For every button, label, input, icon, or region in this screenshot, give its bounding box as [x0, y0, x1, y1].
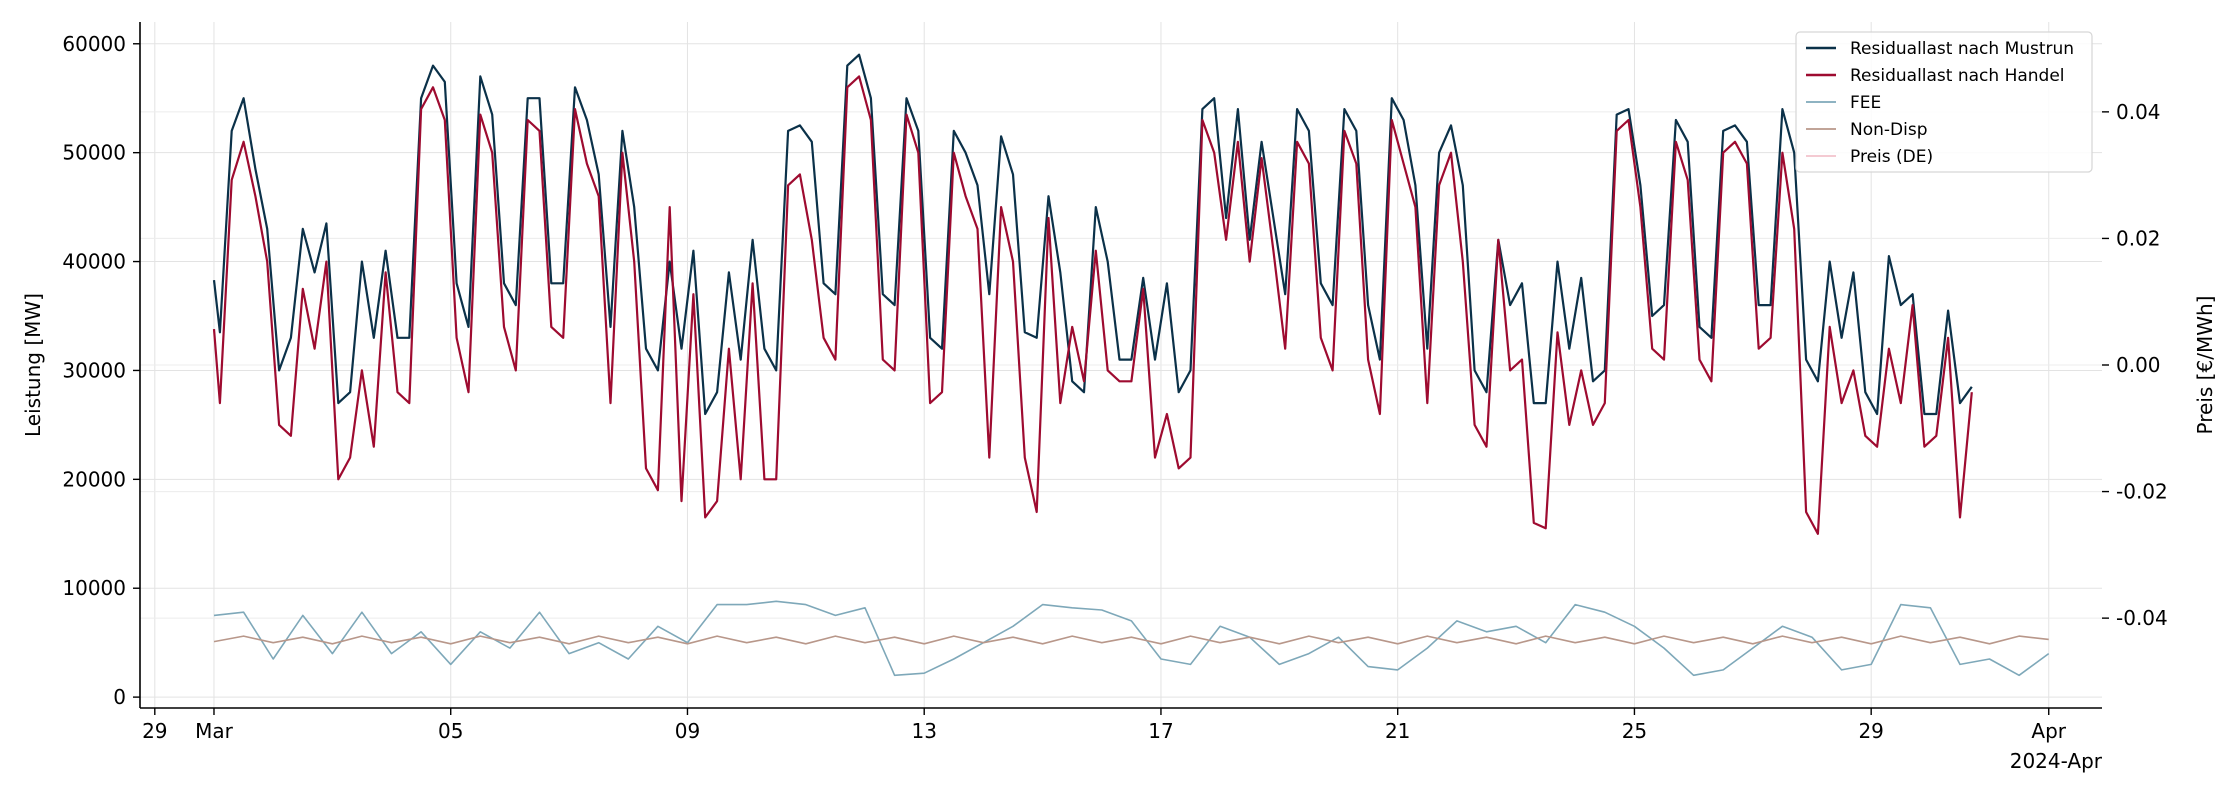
x-offset-label: 2024-Apr — [2010, 749, 2103, 773]
x-tick-label: 13 — [911, 719, 936, 743]
x-tick-label: 21 — [1385, 719, 1410, 743]
y-tick-label: 60000 — [62, 32, 126, 56]
series-line-fee — [213, 600, 2050, 677]
y-axis-label-left: Leistung [MW] — [21, 293, 45, 437]
x-tick-label: Mar — [195, 719, 234, 743]
y-right-tick-label: 0.04 — [2116, 100, 2161, 124]
series-group — [212, 53, 2050, 677]
x-tick-label: 29 — [1858, 719, 1883, 743]
x-tick-label: 09 — [675, 719, 700, 743]
legend: Residuallast nach Mustrun Residuallast na… — [1795, 31, 2093, 173]
legend-label: Preis (DE) — [1850, 147, 1933, 167]
legend-label: Non-Disp — [1850, 120, 1928, 140]
y-tick-label: 0 — [113, 685, 126, 709]
series-line-non-disp — [213, 635, 2049, 645]
x-tick-label: 29 — [142, 719, 167, 743]
y-right-tick-label: 0.02 — [2116, 226, 2161, 250]
ticks: 29 Mar 05 09 13 17 21 25 29 Apr 0 10000 20000 30000 40… — [62, 32, 2167, 743]
axes — [139, 22, 2102, 709]
x-tick-label: 25 — [1622, 719, 1647, 743]
y-right-tick-label: -0.02 — [2116, 480, 2168, 504]
legend-label: Residuallast nach Handel — [1850, 66, 2065, 86]
y-tick-label: 50000 — [62, 141, 126, 165]
y-tick-label: 40000 — [62, 250, 126, 274]
series-line-residuallast-nach-mustrun — [212, 53, 1973, 416]
y-tick-label: 10000 — [62, 576, 126, 600]
x-tick-label: 05 — [438, 719, 463, 743]
y-right-tick-label: 0.00 — [2116, 353, 2161, 377]
y-axis-label-right: Preis [€/MWh] — [2193, 296, 2217, 435]
y-tick-label: 30000 — [62, 358, 126, 382]
y-tick-label: 20000 — [62, 467, 126, 491]
x-tick-label: 17 — [1148, 719, 1173, 743]
legend-label: FEE — [1850, 93, 1881, 113]
legend-label: Residuallast nach Mustrun — [1850, 39, 2074, 59]
grid — [140, 22, 2102, 708]
y-right-tick-label: -0.04 — [2116, 606, 2168, 630]
legend-box — [1795, 31, 2093, 173]
series-line-residuallast-nach-handel — [212, 75, 1973, 535]
x-tick-label: Apr — [2031, 719, 2066, 743]
